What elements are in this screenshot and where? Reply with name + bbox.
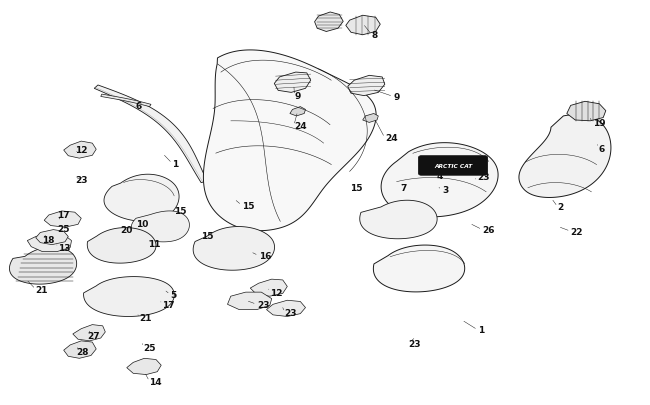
Polygon shape [373,245,465,292]
Text: 17: 17 [57,211,70,220]
Polygon shape [104,175,179,222]
Text: 15: 15 [202,231,214,240]
Text: 25: 25 [143,343,155,352]
Text: 14: 14 [150,377,162,386]
Polygon shape [250,279,287,296]
Polygon shape [73,325,105,341]
Polygon shape [87,228,156,264]
Polygon shape [348,76,385,96]
Text: 3: 3 [442,186,448,195]
Text: 25: 25 [57,224,70,233]
Text: 26: 26 [482,226,495,234]
Polygon shape [36,230,68,245]
Polygon shape [567,102,606,122]
Text: 8: 8 [372,31,378,40]
Polygon shape [94,86,207,183]
Polygon shape [346,16,380,36]
Polygon shape [44,211,81,228]
Text: 9: 9 [294,92,301,101]
Polygon shape [363,114,378,123]
Text: 15: 15 [350,184,362,193]
Text: 4: 4 [437,172,443,181]
Text: 2: 2 [558,203,564,212]
Polygon shape [84,277,174,317]
Text: 13: 13 [58,243,71,252]
Polygon shape [64,142,96,159]
Polygon shape [193,227,274,271]
Text: ARCTIC CAT: ARCTIC CAT [434,164,472,168]
Text: 6: 6 [135,102,142,111]
Text: 5: 5 [170,290,177,299]
Text: 7: 7 [400,184,407,193]
Text: 21: 21 [140,313,152,322]
Text: 1: 1 [478,326,484,335]
Text: 1: 1 [172,160,179,168]
Polygon shape [266,301,306,317]
Polygon shape [359,201,437,239]
Text: 16: 16 [259,252,271,260]
Polygon shape [519,115,611,198]
Text: 11: 11 [148,240,161,249]
Text: 23: 23 [285,308,297,317]
Text: 17: 17 [162,300,175,309]
Text: 23: 23 [75,176,87,185]
FancyBboxPatch shape [419,156,488,176]
Polygon shape [381,143,498,217]
Polygon shape [10,247,77,284]
Text: 21: 21 [36,285,48,294]
Text: 6: 6 [599,144,605,153]
Polygon shape [64,341,96,358]
Text: 23: 23 [257,300,269,309]
Text: 18: 18 [42,235,55,244]
Polygon shape [101,95,151,107]
Text: 28: 28 [77,347,89,356]
Text: 15: 15 [242,201,254,210]
Polygon shape [274,73,311,93]
Text: 12: 12 [270,288,282,297]
Text: 24: 24 [294,122,306,131]
Text: 23: 23 [408,339,421,348]
Text: 9: 9 [393,93,400,102]
Text: 22: 22 [571,227,583,236]
Polygon shape [290,107,305,117]
Polygon shape [131,211,189,242]
Text: 27: 27 [88,331,100,340]
Polygon shape [203,51,376,231]
Polygon shape [27,233,72,252]
Polygon shape [315,13,343,32]
Text: 15: 15 [174,207,187,216]
Text: 24: 24 [385,134,397,143]
Polygon shape [127,358,161,375]
Polygon shape [227,292,272,310]
Text: 20: 20 [120,226,133,234]
Text: 23: 23 [478,173,490,182]
Text: 19: 19 [593,119,605,128]
Text: 10: 10 [136,220,149,228]
Text: 12: 12 [75,145,87,154]
